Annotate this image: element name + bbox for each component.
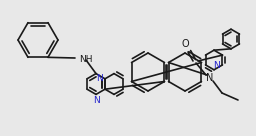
Text: N: N: [206, 73, 214, 83]
Text: N: N: [96, 74, 103, 83]
Text: N: N: [213, 61, 219, 70]
Text: NH: NH: [79, 55, 92, 64]
Text: O: O: [181, 39, 189, 49]
Text: N: N: [93, 96, 99, 105]
